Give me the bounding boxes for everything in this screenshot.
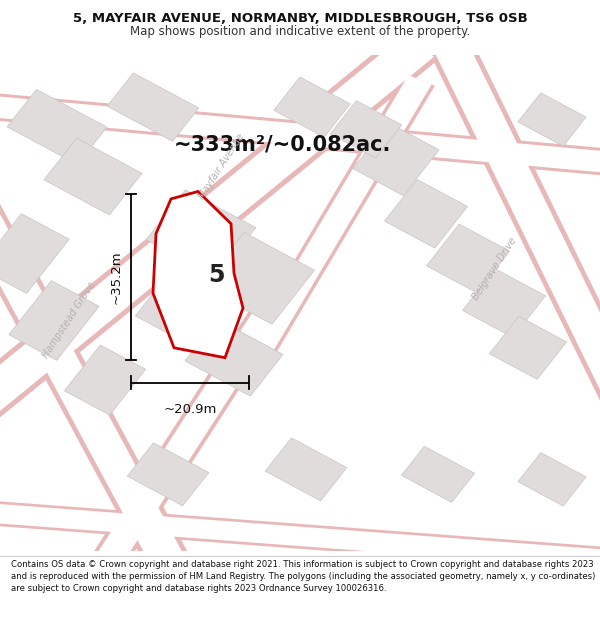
- Polygon shape: [0, 186, 188, 569]
- Polygon shape: [136, 270, 236, 351]
- Polygon shape: [0, 499, 600, 574]
- Polygon shape: [0, 502, 600, 571]
- Polygon shape: [518, 92, 586, 146]
- Polygon shape: [0, 188, 184, 567]
- Polygon shape: [427, 224, 509, 292]
- Polygon shape: [434, 39, 600, 418]
- Polygon shape: [95, 258, 313, 567]
- Polygon shape: [0, 33, 434, 424]
- Polygon shape: [0, 30, 438, 428]
- Polygon shape: [0, 91, 600, 178]
- Polygon shape: [401, 446, 475, 503]
- Polygon shape: [9, 281, 99, 361]
- Polygon shape: [237, 74, 435, 369]
- Polygon shape: [64, 345, 146, 415]
- Polygon shape: [0, 214, 69, 293]
- Polygon shape: [265, 438, 347, 501]
- Text: Hampstead Grove: Hampstead Grove: [41, 281, 97, 361]
- Text: Contains OS data © Crown copyright and database right 2021. This information is : Contains OS data © Crown copyright and d…: [11, 560, 595, 593]
- Polygon shape: [44, 138, 142, 215]
- Text: ~333m²/~0.082ac.: ~333m²/~0.082ac.: [173, 134, 391, 154]
- Polygon shape: [0, 94, 600, 175]
- Polygon shape: [353, 122, 439, 196]
- Polygon shape: [241, 75, 431, 368]
- Polygon shape: [185, 319, 283, 396]
- Polygon shape: [385, 179, 467, 248]
- Text: ~35.2m: ~35.2m: [109, 250, 122, 304]
- Polygon shape: [518, 452, 586, 506]
- Polygon shape: [153, 191, 243, 358]
- Polygon shape: [146, 190, 256, 278]
- Text: Map shows position and indicative extent of the property.: Map shows position and indicative extent…: [130, 26, 470, 39]
- Text: ~20.9m: ~20.9m: [163, 403, 217, 416]
- Text: Belgrave Drive: Belgrave Drive: [471, 235, 519, 302]
- Text: Mayfair Avenue: Mayfair Avenue: [197, 132, 247, 201]
- Polygon shape: [107, 73, 199, 141]
- Polygon shape: [330, 101, 402, 158]
- Polygon shape: [92, 256, 316, 568]
- Polygon shape: [202, 232, 314, 324]
- Polygon shape: [490, 316, 566, 379]
- Polygon shape: [7, 89, 107, 164]
- Text: 5, MAYFAIR AVENUE, NORMANBY, MIDDLESBROUGH, TS6 0SB: 5, MAYFAIR AVENUE, NORMANBY, MIDDLESBROU…: [73, 12, 527, 25]
- Polygon shape: [274, 77, 350, 138]
- Text: 5: 5: [208, 262, 224, 287]
- Polygon shape: [127, 443, 209, 506]
- Polygon shape: [429, 38, 600, 419]
- Polygon shape: [463, 269, 545, 338]
